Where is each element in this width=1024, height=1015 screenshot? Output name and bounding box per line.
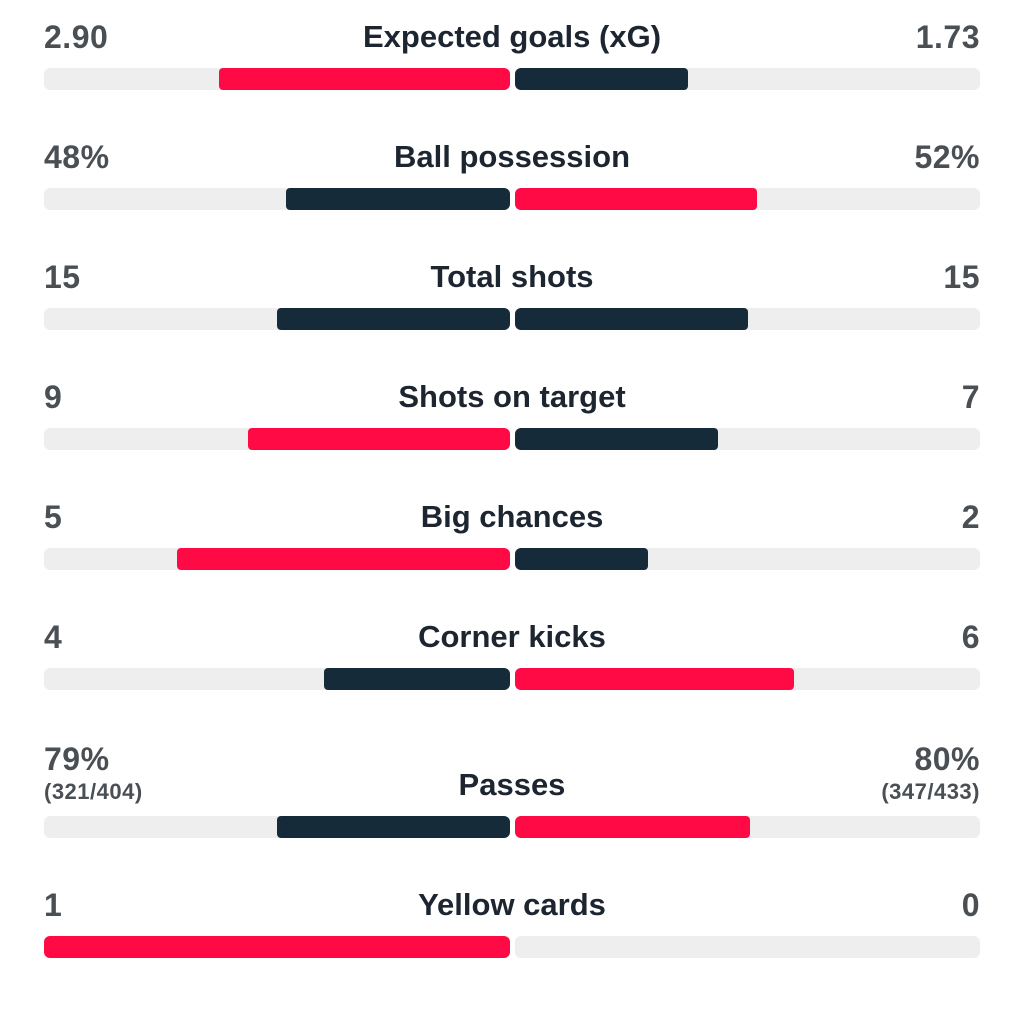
home-bar-fill — [277, 308, 510, 330]
away-bar-track — [515, 308, 980, 330]
stat-label: Ball possession — [393, 139, 631, 174]
stat-label: Shots on target — [398, 379, 626, 414]
home-bar-fill — [218, 68, 510, 90]
away-bar-fill — [515, 68, 689, 90]
away-value: 52% — [914, 139, 980, 175]
away-bar-fill — [515, 188, 757, 210]
away-value: 7 — [961, 379, 980, 415]
home-value: 9 — [44, 379, 63, 415]
stat-row-corner-kicks: 4 Corner kicks 6 — [44, 618, 980, 710]
away-bar-fill — [515, 668, 794, 690]
home-value-detail: (321/404) — [44, 779, 143, 804]
away-value: 15 — [943, 259, 980, 295]
stat-row-shots-on-target: 9 Shots on target 7 — [44, 378, 980, 470]
away-value: 1.73 — [915, 19, 980, 55]
home-value: 2.90 — [44, 19, 109, 55]
away-bar-track — [515, 936, 980, 958]
home-bar-track — [44, 816, 510, 838]
away-bar-fill — [515, 308, 748, 330]
stat-row-passes: 79% (321/404) Passes 80% (347/433) — [44, 740, 980, 840]
home-bar-fill — [286, 188, 510, 210]
home-bar-track — [44, 936, 510, 958]
away-bar-fill — [515, 548, 648, 570]
away-value: 6 — [961, 619, 980, 655]
home-bar-track — [44, 188, 510, 210]
away-bar-track — [515, 668, 980, 690]
home-bar-fill — [277, 816, 510, 838]
home-bar-track — [44, 548, 510, 570]
stat-label: Passes — [458, 767, 566, 802]
away-bar-track — [515, 816, 980, 838]
away-bar-track — [515, 68, 980, 90]
away-bar-fill — [515, 428, 719, 450]
away-value: 0 — [961, 887, 980, 923]
stat-row-expected-goals: 2.90 Expected goals (xG) 1.73 — [44, 18, 980, 110]
away-value-detail: (347/433) — [881, 779, 980, 804]
home-bar-fill — [177, 548, 510, 570]
home-bar-track — [44, 68, 510, 90]
home-value: 5 — [44, 499, 63, 535]
home-value: 15 — [44, 259, 81, 295]
home-bar-track — [44, 668, 510, 690]
home-bar-track — [44, 308, 510, 330]
stat-label: Expected goals (xG) — [362, 19, 662, 54]
away-bar-fill — [515, 816, 750, 838]
stat-row-total-shots: 15 Total shots 15 — [44, 258, 980, 350]
home-value: 1 — [44, 887, 63, 923]
away-bar-track — [515, 548, 980, 570]
stat-label: Big chances — [420, 499, 604, 534]
away-bar-track — [515, 188, 980, 210]
home-bar-fill — [323, 668, 510, 690]
stat-row-ball-possession: 48% Ball possession 52% — [44, 138, 980, 230]
home-bar-track — [44, 428, 510, 450]
home-value: 4 — [44, 619, 63, 655]
stat-label: Total shots — [430, 259, 594, 294]
home-bar-fill — [247, 428, 510, 450]
stat-label: Yellow cards — [418, 887, 606, 922]
away-bar-track — [515, 428, 980, 450]
stat-row-yellow-cards: 1 Yellow cards 0 — [44, 886, 980, 978]
home-value: 79% — [44, 741, 110, 777]
home-bar-fill — [44, 936, 510, 958]
away-value-group: 80% (347/433) — [881, 740, 980, 806]
stat-row-big-chances: 5 Big chances 2 — [44, 498, 980, 590]
away-value: 80% — [914, 741, 980, 777]
away-value: 2 — [961, 499, 980, 535]
home-value: 48% — [44, 139, 110, 175]
home-value-group: 79% (321/404) — [44, 740, 143, 806]
stat-label: Corner kicks — [418, 619, 606, 654]
